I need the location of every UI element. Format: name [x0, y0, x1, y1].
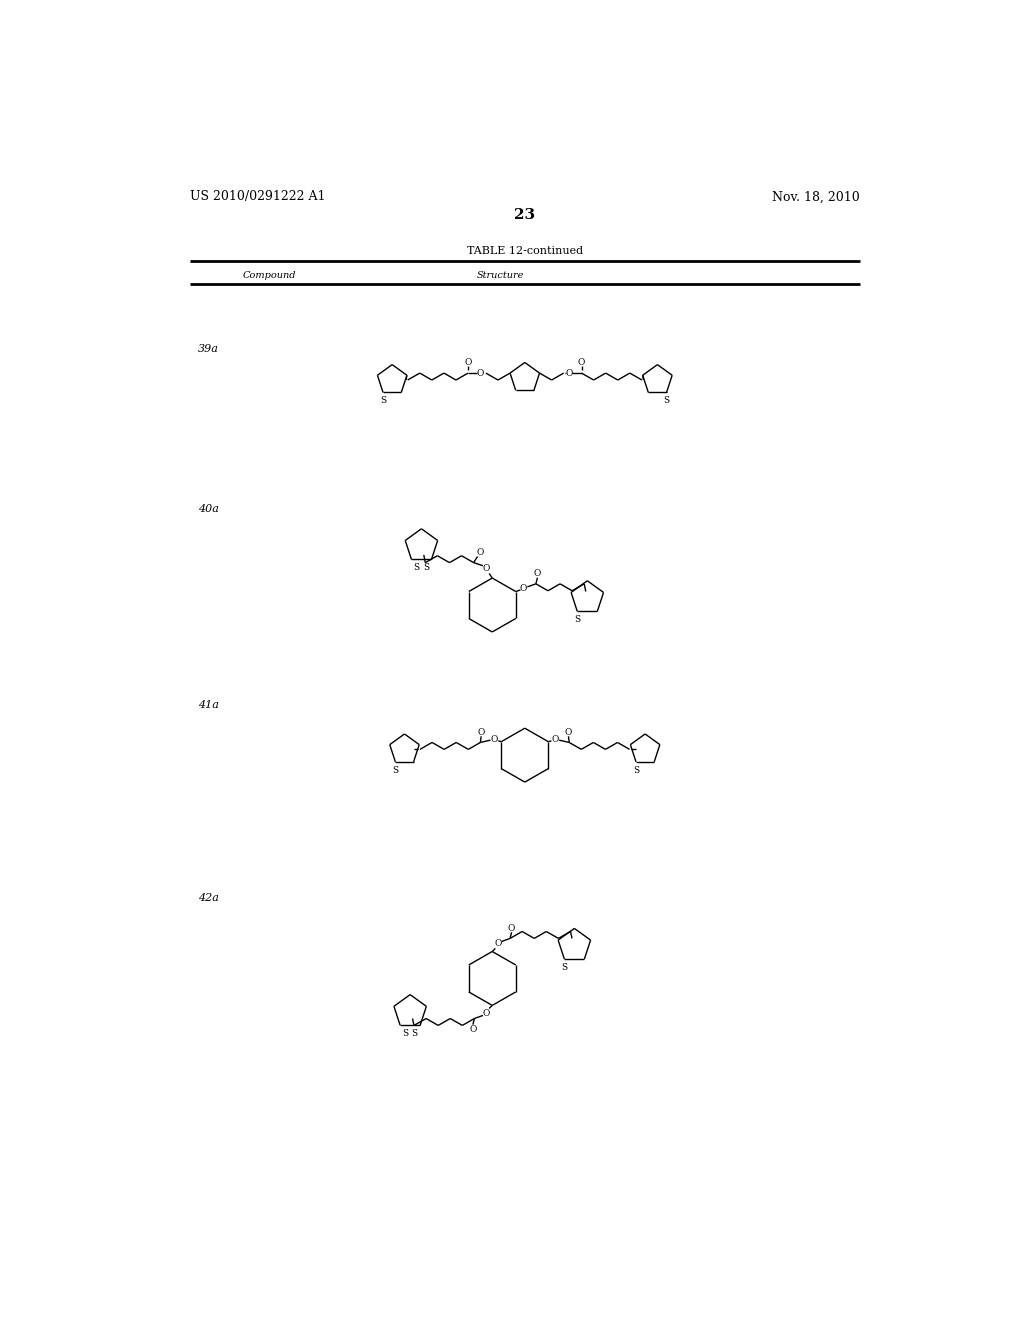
Text: O: O — [482, 1008, 489, 1018]
Text: O: O — [469, 1024, 476, 1034]
Text: 39a: 39a — [198, 345, 219, 354]
Text: S: S — [414, 564, 420, 573]
Text: O: O — [565, 727, 572, 737]
Text: O: O — [482, 565, 489, 573]
Text: 42a: 42a — [198, 892, 219, 903]
Text: O: O — [465, 358, 472, 367]
Text: O: O — [477, 368, 484, 378]
Text: O: O — [477, 727, 484, 737]
Text: 23: 23 — [514, 207, 536, 222]
Text: O: O — [508, 924, 515, 933]
Text: S: S — [574, 615, 581, 624]
Text: 41a: 41a — [198, 700, 219, 710]
Text: S: S — [664, 396, 670, 405]
Text: O: O — [534, 569, 541, 578]
Text: O: O — [476, 548, 483, 557]
Text: O: O — [578, 358, 585, 367]
Text: S: S — [402, 1030, 409, 1039]
Text: O: O — [520, 583, 527, 593]
Text: Compound: Compound — [243, 271, 296, 280]
Text: US 2010/0291222 A1: US 2010/0291222 A1 — [190, 190, 326, 203]
Text: S: S — [561, 964, 567, 972]
Text: 40a: 40a — [198, 504, 219, 513]
Text: O: O — [495, 940, 502, 948]
Text: S: S — [412, 1030, 418, 1039]
Text: O: O — [552, 735, 559, 744]
Text: Structure: Structure — [477, 271, 524, 280]
Text: S: S — [392, 766, 398, 775]
Text: TABLE 12-continued: TABLE 12-continued — [467, 246, 583, 256]
Text: S: S — [380, 396, 386, 405]
Text: O: O — [565, 368, 572, 378]
Text: Nov. 18, 2010: Nov. 18, 2010 — [772, 190, 859, 203]
Text: O: O — [490, 735, 498, 744]
Text: S: S — [633, 766, 639, 775]
Text: S: S — [423, 564, 429, 573]
